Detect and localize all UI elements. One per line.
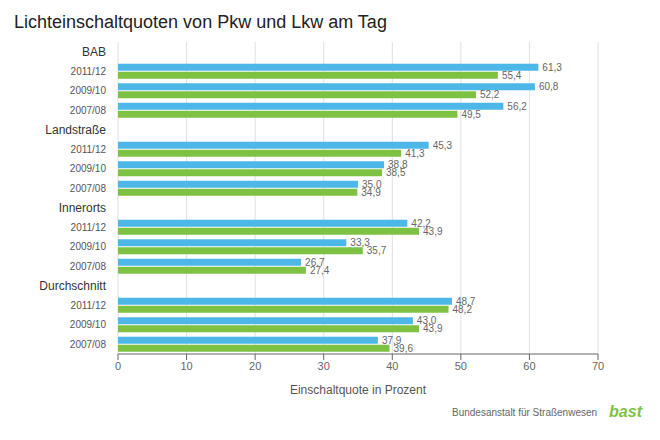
html-text:Lichteinschaltquoten von Pkw u: Lichteinschaltquoten von Pkw und Lkw am … (14, 12, 387, 32)
svg-text:35,7: 35,7 (367, 245, 387, 256)
svg-text:50: 50 (455, 360, 467, 372)
svg-text:48,2: 48,2 (453, 304, 473, 315)
svg-text:10: 10 (180, 360, 192, 372)
svg-text:Einschaltquote in Prozent: Einschaltquote in Prozent (290, 383, 427, 397)
svg-text:BAB: BAB (82, 45, 106, 59)
svg-text:61,3: 61,3 (542, 62, 562, 73)
svg-text:2007/08: 2007/08 (70, 261, 107, 272)
svg-text:0: 0 (115, 360, 121, 372)
svg-text:49,5: 49,5 (461, 109, 481, 120)
svg-text:60,8: 60,8 (539, 81, 559, 92)
svg-text:52,2: 52,2 (480, 89, 500, 100)
svg-text:35,0: 35,0 (362, 178, 382, 190)
svg-text:20: 20 (249, 360, 261, 372)
svg-text:2007/08: 2007/08 (70, 183, 107, 194)
html-text:bast: bast (609, 403, 642, 420)
svg-text:2009/10: 2009/10 (70, 241, 107, 252)
svg-text:2009/10: 2009/10 (70, 85, 107, 96)
svg-text:26,7: 26,7 (305, 256, 325, 268)
svg-text:Innerorts: Innerorts (59, 201, 106, 215)
svg-text:2011/12: 2011/12 (71, 66, 107, 77)
svg-text:70: 70 (592, 360, 604, 372)
svg-text:48,7: 48,7 (455, 295, 476, 307)
svg-text:2009/10: 2009/10 (70, 163, 107, 174)
svg-text:Landstraße: Landstraße (45, 123, 106, 137)
svg-text:40: 40 (386, 360, 398, 372)
svg-text:2007/08: 2007/08 (70, 105, 107, 116)
html-text:Bundesanstalt für Straßenwesen: Bundesanstalt für Straßenwesen (452, 406, 598, 418)
svg-text:43,9: 43,9 (423, 226, 443, 237)
svg-text:2011/12: 2011/12 (71, 300, 107, 311)
svg-text:33,3: 33,3 (350, 237, 370, 249)
svg-text:43,0: 43,0 (416, 315, 437, 327)
svg-text:38,8: 38,8 (388, 159, 408, 171)
svg-text:2011/12: 2011/12 (71, 144, 107, 155)
svg-text:30: 30 (318, 360, 330, 372)
svg-text:34,9: 34,9 (361, 187, 381, 198)
svg-text:37,9: 37,9 (381, 334, 402, 346)
svg-text:38,5: 38,5 (386, 167, 406, 178)
svg-text:2011/12: 2011/12 (71, 222, 107, 233)
svg-text:2007/08: 2007/08 (70, 339, 107, 350)
svg-text:39,6: 39,6 (394, 343, 414, 354)
svg-text:56,2: 56,2 (507, 101, 527, 112)
svg-text:27,4: 27,4 (310, 265, 330, 276)
svg-text:42,2: 42,2 (411, 217, 431, 229)
svg-text:41,3: 41,3 (405, 148, 425, 159)
svg-text:45,3: 45,3 (433, 140, 453, 151)
svg-text:60: 60 (523, 360, 535, 372)
svg-text:Durchschnitt: Durchschnitt (39, 279, 106, 293)
svg-text:2009/10: 2009/10 (70, 319, 107, 330)
svg-text:55,4: 55,4 (502, 70, 522, 81)
svg-text:43,9: 43,9 (423, 323, 443, 334)
